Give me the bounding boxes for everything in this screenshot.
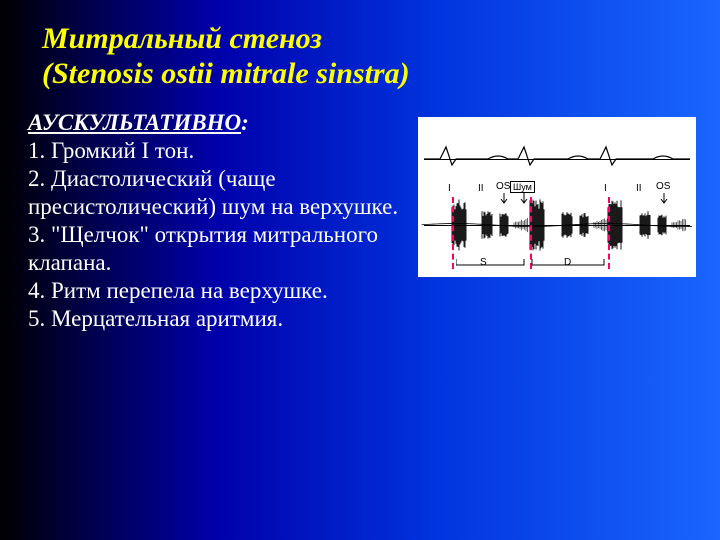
pcg-trace <box>418 177 696 267</box>
subheading: АУСКУЛЬТАТИВНО: <box>28 109 408 137</box>
label-II: II <box>478 183 484 194</box>
ecg-trace <box>418 117 696 177</box>
title-line-1: Митральный стеноз <box>42 22 720 57</box>
arrow-down-icon <box>658 193 670 205</box>
list-item: 1. Громкий I тон. <box>28 137 408 165</box>
slide-title: Митральный стеноз (Stenosis ostii mitral… <box>0 0 720 91</box>
label-OS: OS <box>656 181 670 192</box>
list-item: 5. Мерцательная аритмия. <box>28 305 408 333</box>
timing-marker <box>452 197 454 269</box>
label-II: II <box>636 183 642 194</box>
timing-marker <box>608 197 610 269</box>
subheading-underlined: АУСКУЛЬТАТИВНО <box>28 110 241 135</box>
list-item: 4. Ритм перепела на верхушке. <box>28 277 408 305</box>
arrow-down-icon <box>518 193 530 205</box>
arrow-down-icon <box>498 193 510 205</box>
text-column: АУСКУЛЬТАТИВНО: 1. Громкий I тон. 2. Диа… <box>28 109 408 333</box>
label-I: I <box>604 183 607 194</box>
label-I: I <box>448 183 451 194</box>
phonocardiogram-diagram: I II OS Шум I II OS S D <box>418 117 696 277</box>
diagram-column: I II OS Шум I II OS S D <box>418 117 696 333</box>
title-line-2: (Stenosis ostii mitrale sinstra) <box>42 57 720 92</box>
subheading-colon: : <box>241 110 249 135</box>
interval-brackets <box>456 255 606 269</box>
list-item: 2. Диастолический (чаще пресистолический… <box>28 165 408 221</box>
label-OS: OS <box>496 181 510 192</box>
label-shum: Шум <box>510 181 535 193</box>
list-item: 3. "Щелчок" открытия митрального клапана… <box>28 221 408 277</box>
content-row: АУСКУЛЬТАТИВНО: 1. Громкий I тон. 2. Диа… <box>0 91 720 333</box>
